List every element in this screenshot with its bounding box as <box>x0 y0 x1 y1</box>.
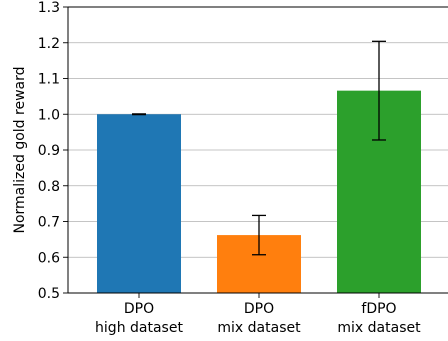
error-bars <box>132 40 386 256</box>
y-tick-label: 0.8 <box>38 179 60 195</box>
y-tick-label: 0.7 <box>38 215 60 231</box>
x-category-label-line1: fDPO <box>361 301 396 317</box>
y-axis-title: Normalized gold reward <box>12 66 28 233</box>
x-category-labels: DPO high dataset DPO mix dataset fDPO mix dat… <box>95 301 421 336</box>
x-category-label-line2: mix dataset <box>337 320 421 336</box>
y-tick-label: 0.5 <box>38 286 60 302</box>
y-tick-label: 0.6 <box>38 250 60 266</box>
y-tick-label: 1.1 <box>38 72 60 88</box>
y-tick-label: 1.3 <box>38 0 60 16</box>
x-category-label-line2: mix dataset <box>217 320 301 336</box>
x-category-label-line1: DPO <box>124 301 154 317</box>
axes <box>63 6 448 298</box>
y-tick-label: 1.2 <box>38 36 60 52</box>
y-tick-label: 1.0 <box>38 107 60 123</box>
y-tick-labels: 0.5 0.6 0.7 0.8 0.9 1.0 1.1 1.2 1.3 <box>38 0 60 302</box>
x-category-label-line1: DPO <box>244 301 274 317</box>
y-tick-label: 0.9 <box>38 143 60 159</box>
bar <box>97 114 181 293</box>
x-category-label-line2: high dataset <box>95 320 183 336</box>
bars <box>97 90 421 293</box>
